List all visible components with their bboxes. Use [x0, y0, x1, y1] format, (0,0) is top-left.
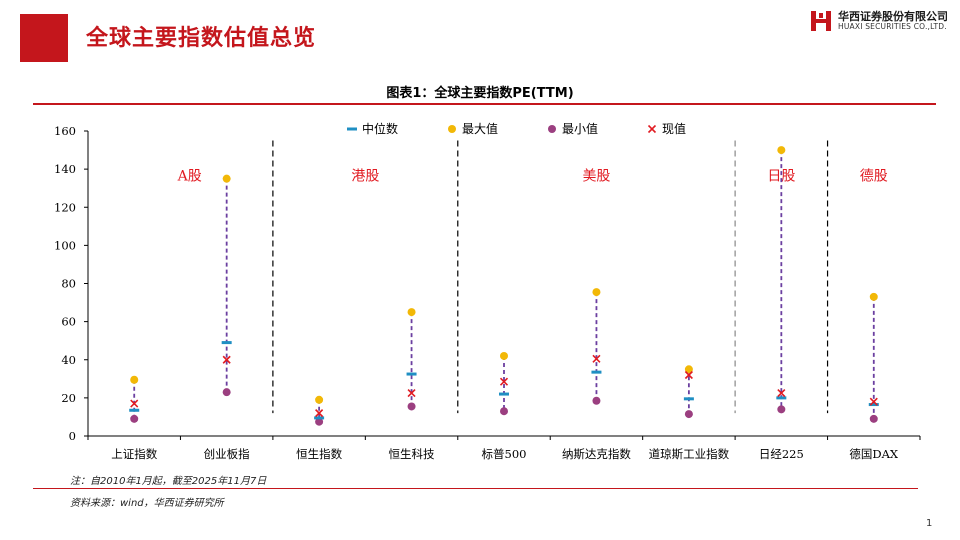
source-divider — [33, 488, 918, 489]
max-point — [130, 375, 139, 384]
current-marker — [315, 409, 324, 418]
y-tick-label: 60 — [61, 315, 76, 329]
current-marker — [407, 389, 416, 398]
max-point — [407, 308, 416, 317]
legend-label: 现值 — [662, 121, 686, 136]
group-label: 美股 — [582, 169, 610, 185]
current-marker — [684, 370, 693, 380]
y-tick-label: 160 — [54, 124, 76, 138]
min-point — [684, 410, 693, 419]
x-tick-label: 标普500 — [482, 447, 527, 461]
legend-label: 最小值 — [562, 121, 598, 136]
y-tick-label: 0 — [69, 429, 76, 443]
x-tick-label: 恒生科技 — [389, 447, 435, 461]
y-tick-label: 100 — [54, 238, 76, 252]
max-point — [869, 292, 878, 301]
current-marker — [222, 355, 231, 364]
min-point — [592, 396, 601, 405]
legend-max-swatch — [448, 125, 456, 133]
legend-min-swatch — [548, 125, 556, 133]
legend-label: 最大值 — [462, 121, 498, 136]
chart-footnote: 注：自2010年1月起，截至2025年11月7日 — [70, 476, 267, 487]
min-point — [407, 402, 416, 411]
y-tick-label: 80 — [61, 277, 76, 291]
x-tick-label: 恒生指数 — [296, 447, 342, 461]
median-marker — [129, 408, 140, 412]
median-marker — [406, 372, 417, 376]
group-label: A股 — [177, 169, 202, 185]
current-marker — [130, 399, 139, 408]
huaxi-logo-icon — [811, 11, 831, 31]
median-marker — [776, 396, 787, 400]
data-source: 资料来源：wind，华西证券研究所 — [70, 498, 224, 509]
chart-title: 图表1：全球主要指数PE(TTM) — [386, 86, 574, 101]
current-marker — [869, 397, 878, 406]
group-label: 德股 — [860, 169, 888, 185]
legend-current-swatch — [647, 124, 657, 134]
min-point — [130, 414, 139, 423]
median-marker — [591, 370, 602, 374]
x-tick-label: 创业板指 — [204, 447, 250, 461]
current-marker — [777, 389, 786, 398]
min-point — [777, 405, 786, 414]
legend-label: 中位数 — [362, 121, 398, 136]
y-tick-label: 40 — [61, 353, 76, 367]
max-point — [592, 288, 601, 297]
legend-median-swatch — [347, 127, 357, 131]
page-title: 全球主要指数估值总览 — [86, 26, 317, 51]
max-point — [315, 395, 324, 404]
median-marker — [221, 341, 232, 345]
median-marker — [683, 397, 694, 401]
current-marker — [592, 354, 601, 363]
x-tick-label: 日经225 — [759, 447, 804, 461]
y-tick-label: 120 — [54, 200, 76, 214]
min-point — [869, 414, 878, 423]
y-tick-label: 140 — [54, 162, 76, 176]
current-marker — [499, 377, 509, 386]
x-tick-label: 德国DAX — [849, 447, 899, 461]
y-tick-label: 20 — [61, 391, 76, 405]
min-point — [500, 407, 508, 416]
max-point — [777, 146, 786, 155]
header-accent-block — [20, 14, 68, 62]
logo-english-name: HUAXI SECURITIES CO.,LTD. — [838, 22, 947, 31]
group-label: 港股 — [351, 169, 379, 185]
logo-chinese-name: 华西证券股份有限公司 — [838, 10, 948, 23]
max-point — [500, 351, 508, 360]
median-marker — [499, 392, 509, 396]
max-point — [684, 365, 693, 374]
min-point — [222, 388, 231, 397]
max-point — [222, 174, 231, 183]
median-marker — [868, 403, 879, 407]
x-tick-label: 纳斯达克指数 — [562, 447, 631, 461]
company-logo: 华西证券股份有限公司 HUAXI SECURITIES CO.,LTD. — [810, 8, 955, 34]
chart-title-divider — [33, 103, 936, 105]
x-tick-label: 道琼斯工业指数 — [649, 447, 730, 461]
median-marker — [314, 416, 325, 420]
x-tick-label: 上证指数 — [111, 447, 157, 461]
group-label: 日股 — [767, 169, 795, 185]
page-number: 1 — [926, 518, 933, 529]
min-point — [315, 417, 324, 426]
